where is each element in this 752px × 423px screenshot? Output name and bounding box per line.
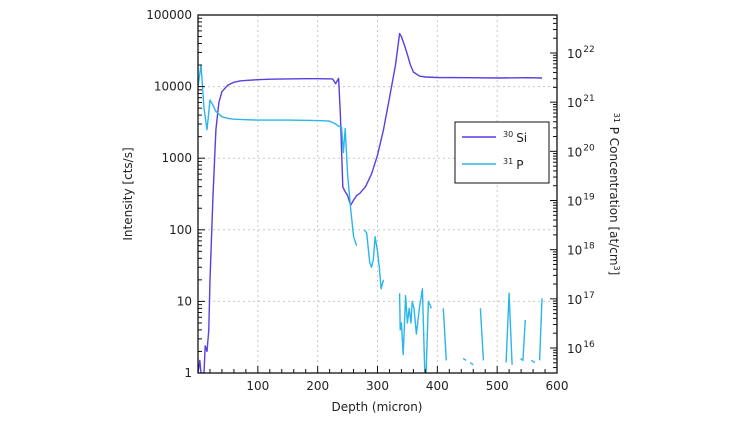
y-tick-label: 1000 — [161, 151, 192, 165]
legend-box — [454, 121, 550, 184]
y-tick-label: 1 — [184, 366, 192, 380]
series-line-p-segment — [363, 229, 385, 290]
x-tick-label: 100 — [246, 379, 269, 393]
y-tick-label: 10000 — [154, 80, 192, 94]
series-line-p-segment — [520, 319, 526, 362]
series-line-p-segment — [479, 308, 485, 361]
x-tick-label: 200 — [306, 379, 329, 393]
x-tick-label: 500 — [486, 379, 509, 393]
legend-label-si: 30 Si — [503, 130, 527, 145]
series-line-p-segment — [462, 357, 467, 361]
x-tick-label: 400 — [426, 379, 449, 393]
legend: 30 Si 31 P — [454, 121, 550, 184]
y2-axis-title-sup: 31 — [612, 113, 621, 123]
x-tick-label: 600 — [546, 379, 569, 393]
y2-tick-label: 1020 — [567, 143, 595, 159]
axis-ticks — [197, 17, 558, 374]
y2-tick-label: 1017 — [567, 291, 595, 307]
series-line-p-segment — [505, 292, 513, 365]
plot-series — [198, 32, 543, 373]
series-line-p-segment — [538, 298, 543, 361]
y2-axis-title-main: P Concentration [at/cm — [607, 123, 621, 266]
grid-lines — [198, 15, 557, 373]
series-line-p-segment — [442, 308, 447, 361]
y-tick-label: 100 — [169, 223, 192, 237]
series-line-p-segment — [530, 359, 536, 364]
legend-label-p: 31 P — [503, 157, 523, 172]
y2-tick-label: 1016 — [567, 340, 595, 356]
y-tick-label: 10 — [177, 294, 192, 308]
y2-axis-title-close: ] — [607, 271, 621, 276]
y2-tick-label: 1019 — [567, 193, 595, 209]
y-axis-title: Intensity [cts/s] — [121, 147, 135, 240]
y-tick-label: 100000 — [146, 8, 192, 22]
y-tick-labels: 1 10 100 1000 10000 100000 — [146, 8, 192, 380]
y2-axis-title: 31 P Concentration [at/cm3] — [607, 113, 621, 276]
series-line-p — [198, 64, 358, 246]
x-tick-labels: 100 200 300 400 500 600 — [246, 379, 568, 393]
x-tick-label: 300 — [366, 379, 389, 393]
y2-tick-label: 1021 — [567, 94, 595, 110]
series-line-p-segment — [469, 361, 474, 366]
series-line-p-segment — [398, 288, 433, 373]
y2-axis-title-unit-sup: 3 — [612, 266, 621, 271]
series-line-si — [198, 32, 543, 373]
y2-tick-label: 1018 — [567, 242, 595, 258]
y2-tick-labels: 1016 1017 1018 1019 1020 1021 1022 — [567, 45, 595, 356]
plot-frame — [197, 14, 558, 374]
y2-tick-label: 1022 — [567, 45, 595, 61]
x-axis-title: Depth (micron) — [332, 400, 423, 414]
